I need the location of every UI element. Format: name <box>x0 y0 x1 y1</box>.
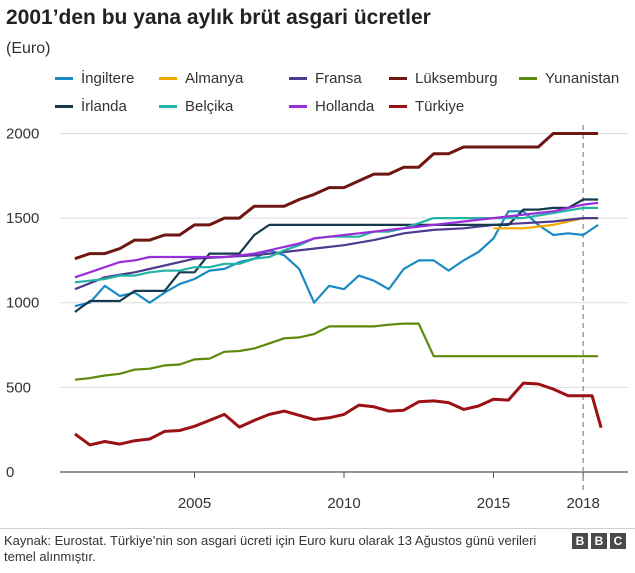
series-line <box>74 201 599 279</box>
bbc-logo-letter: B <box>572 533 588 549</box>
bbc-logo: B B C <box>572 533 626 549</box>
legend-label: Almanya <box>185 70 244 87</box>
legend-item: İngiltere <box>55 70 134 87</box>
legend-label: Yunanistan <box>545 70 620 87</box>
legend-item: Türkiye <box>389 98 464 115</box>
legend-label: İrlanda <box>81 98 127 115</box>
source-footnote: Kaynak: Eurostat. Türkiye’nin son asgari… <box>4 533 537 564</box>
legend-label: Belçika <box>185 98 234 115</box>
legend-item: Belçika <box>159 98 233 115</box>
legend-item: İrlanda <box>55 98 127 115</box>
legend-swatch <box>289 105 307 108</box>
legend-swatch <box>519 77 537 80</box>
line-chart: 0 500 1000 1500 2000 2005 2010 2015 2018 <box>6 125 628 512</box>
legend-label: Fransa <box>315 70 362 87</box>
legend-swatch <box>389 105 407 108</box>
legend-item: Hollanda <box>289 98 374 115</box>
series-line <box>74 132 599 261</box>
chart-title: 2001’den bu yana aylık brüt asgari ücret… <box>6 6 431 29</box>
legend-swatch <box>289 77 307 80</box>
legend-label: Hollanda <box>315 98 375 115</box>
x-tick-label: 2010 <box>327 495 360 512</box>
footer: Kaynak: Eurostat. Türkiye’nin son asgari… <box>0 528 635 564</box>
legend-swatch <box>55 105 73 108</box>
x-tick-label: 2005 <box>178 495 211 512</box>
x-tick-label: 2018 <box>566 495 599 512</box>
y-tick-label: 2000 <box>6 125 39 142</box>
legend-item: Yunanistan <box>519 70 619 87</box>
legend-item: Fransa <box>289 70 362 87</box>
legend-label: Lüksemburg <box>415 70 498 87</box>
y-tick-label: 500 <box>6 379 31 396</box>
chart-subtitle: (Euro) <box>6 40 51 57</box>
legend-item: Lüksemburg <box>389 70 498 87</box>
x-tick-label: 2015 <box>477 495 510 512</box>
legend-swatch <box>389 77 407 80</box>
legend-label: İngiltere <box>81 70 135 87</box>
y-tick-label: 0 <box>6 464 14 481</box>
y-tick-label: 1500 <box>6 210 39 227</box>
series-line <box>74 217 599 291</box>
chart-legend: İngiltere Almanya Fransa Lüksemburg Yunanist… <box>55 70 630 126</box>
series-line <box>74 198 599 313</box>
legend-label: Türkiye <box>415 98 465 115</box>
series-line <box>74 210 599 308</box>
series-line <box>74 381 603 447</box>
bbc-logo-letter: B <box>591 533 607 549</box>
legend-swatch <box>55 77 73 80</box>
legend-swatch <box>159 77 177 80</box>
legend-swatch <box>159 105 177 108</box>
series-line <box>74 322 599 381</box>
legend-item: Almanya <box>159 70 243 87</box>
y-tick-label: 1000 <box>6 295 39 312</box>
bbc-logo-letter: C <box>610 533 626 549</box>
